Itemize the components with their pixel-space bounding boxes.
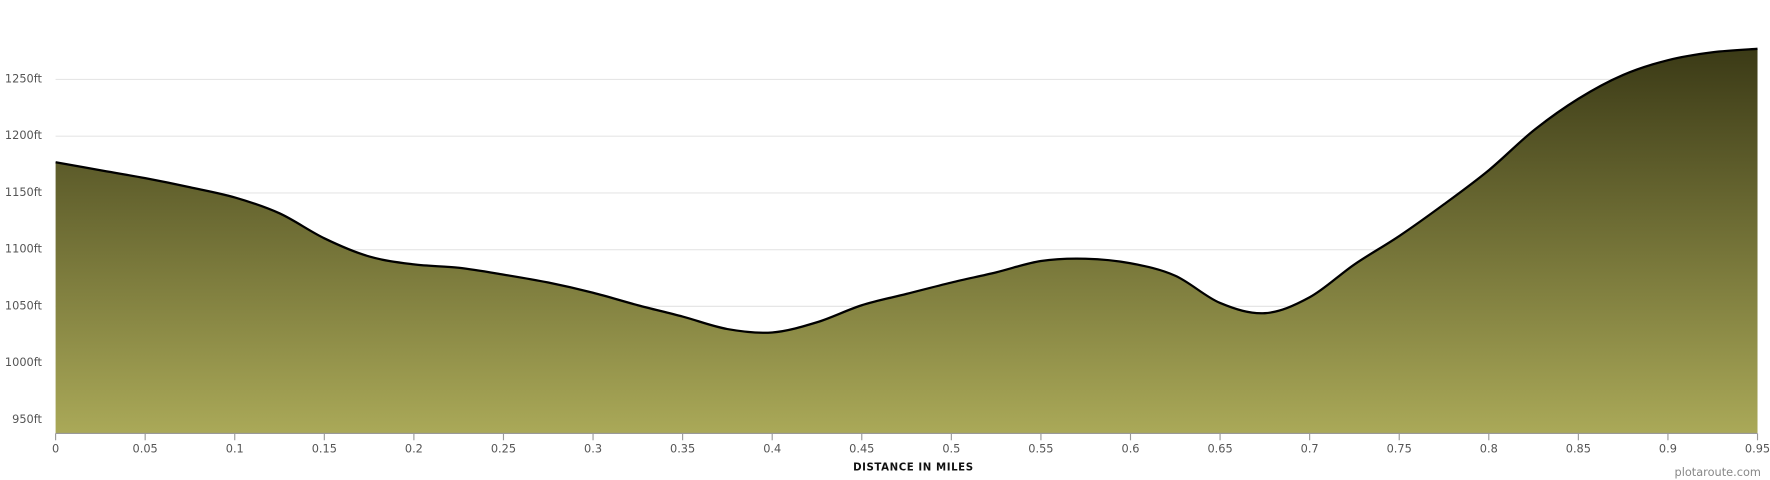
y-tick-label: 1100ft	[5, 242, 43, 256]
x-tick-label: 0.95	[1745, 441, 1770, 455]
credit: plotaroute.com	[1675, 465, 1761, 479]
x-tick-label: 0.5	[942, 441, 960, 455]
elevation-area	[55, 48, 1758, 434]
x-tick-label: 0.4	[763, 441, 781, 455]
y-tick-label: 950ft	[12, 412, 42, 426]
x-tick-label: 0.65	[1207, 441, 1232, 455]
elevation-line	[55, 47, 1758, 334]
y-tick-label: 1050ft	[5, 298, 43, 312]
x-tick-label: 0.2	[405, 441, 423, 455]
x-tick-label: 0.3	[584, 441, 602, 455]
x-tick-label: 0.55	[1028, 441, 1053, 455]
x-axis-title: DISTANCE IN MILES	[853, 462, 974, 473]
x-tick-label: 0.15	[312, 441, 337, 455]
x-tick-label: 0.25	[491, 441, 516, 455]
y-tick-label: 1200ft	[5, 128, 43, 142]
x-tick-label: 0.6	[1121, 441, 1139, 455]
x-tick-label: 0.85	[1566, 441, 1591, 455]
x-tick-label: 0.05	[133, 441, 158, 455]
x-tick-label: 0.45	[849, 441, 874, 455]
y-tick-label: 1000ft	[5, 355, 43, 369]
x-tick-label: 0.8	[1480, 441, 1498, 455]
x-tick-label: 0.9	[1659, 441, 1677, 455]
x-tick-label: 0.7	[1301, 441, 1319, 455]
x-tick-label: 0	[52, 441, 59, 455]
y-tick-label: 1250ft	[5, 71, 43, 85]
x-tick-label: 0.1	[226, 441, 244, 455]
x-tick-label: 0.75	[1387, 441, 1412, 455]
y-tick-label: 1150ft	[5, 185, 43, 199]
x-tick-label: 0.35	[670, 441, 695, 455]
